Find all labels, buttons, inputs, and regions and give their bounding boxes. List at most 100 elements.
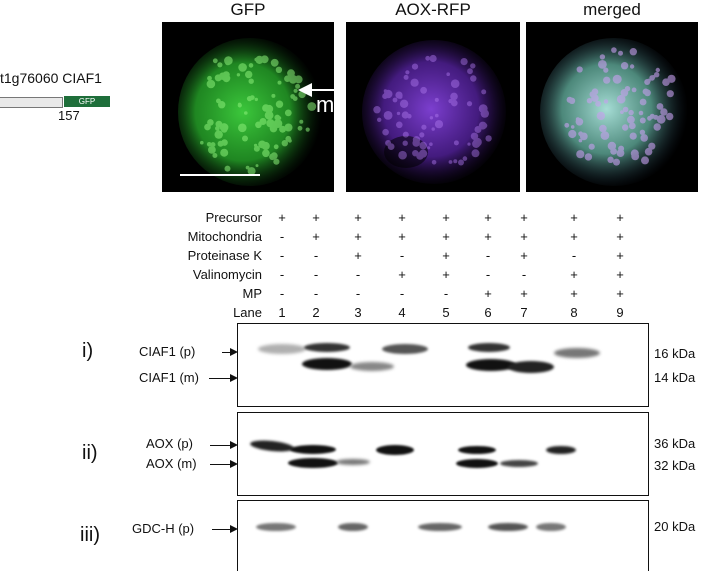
condition-mark: -	[313, 248, 319, 263]
ciaf1-mature-arrow	[209, 372, 238, 384]
band-l3-m	[350, 362, 394, 371]
band-l7-aox	[500, 460, 538, 467]
condition-mark: -	[313, 286, 319, 301]
lane-number: 8	[570, 305, 578, 320]
condition-mark: +	[616, 286, 624, 301]
condition-mark: +	[570, 229, 578, 244]
condition-mark: -	[399, 286, 405, 301]
band-l7-m	[508, 361, 554, 373]
aox-mature-arrow	[210, 458, 238, 470]
band-l4-p	[382, 344, 428, 354]
condition-mark: +	[616, 248, 624, 263]
condition-mark: +	[616, 267, 624, 282]
condition-mark: +	[484, 286, 492, 301]
ciaf1-precursor-label: CIAF1 (p)	[139, 344, 196, 359]
mitochondria-arrow-label: m	[316, 92, 335, 117]
condition-mark: -	[279, 286, 285, 301]
blot-iii-gdch	[237, 500, 649, 571]
kda-36: 36 kDa	[654, 436, 696, 451]
condition-mark: +	[520, 248, 528, 263]
condition-mark: +	[398, 210, 406, 225]
condition-mark: -	[355, 286, 361, 301]
condition-mark: -	[443, 286, 449, 301]
lane-number: 6	[484, 305, 492, 320]
condition-mark: -	[279, 229, 285, 244]
band-l6-gdch	[488, 523, 528, 531]
condition-mark: -	[279, 267, 285, 282]
gfp-cell-image	[178, 38, 322, 186]
band-l2-aox-p	[290, 445, 336, 454]
lane-number: 2	[312, 305, 320, 320]
band-l6-aox-p	[458, 446, 496, 454]
condition-mark: +	[442, 248, 450, 263]
ciaf1-mature-label: CIAF1 (m)	[139, 370, 199, 385]
condition-mark: -	[485, 248, 491, 263]
condition-mark: +	[520, 210, 528, 225]
condition-mark: +	[520, 229, 528, 244]
condition-label: Precursor	[205, 210, 262, 225]
aox-precursor-arrow	[210, 439, 238, 451]
merged-cell-image	[540, 38, 688, 186]
condition-mark: +	[570, 210, 578, 225]
aox-precursor-label: AOX (p)	[146, 436, 193, 451]
condition-mark: +	[570, 286, 578, 301]
band-l2-m	[302, 358, 352, 370]
condition-mark: -	[521, 267, 527, 282]
band-l2-aox-m	[288, 458, 338, 468]
gdch-precursor-arrow	[212, 523, 238, 535]
ciaf1-precursor-arrow	[222, 346, 238, 358]
condition-mark: -	[485, 267, 491, 282]
condition-mark: +	[442, 210, 450, 225]
band-l1-aox	[249, 438, 295, 454]
condition-mark: +	[398, 229, 406, 244]
construct-gfp-box: GFP	[64, 96, 110, 107]
lane-number: 4	[398, 305, 406, 320]
condition-mark: +	[354, 248, 362, 263]
condition-mark: +	[354, 229, 362, 244]
band-l3-aox	[336, 459, 370, 465]
condition-mark: +	[278, 210, 286, 225]
panel-title-aox-rfp: AOX-RFP	[395, 0, 471, 19]
band-l5-gdch	[418, 523, 462, 531]
microscopy-gfp-panel	[162, 22, 334, 192]
band-l2-p	[304, 343, 350, 352]
condition-mark: +	[398, 267, 406, 282]
lane-number: 3	[354, 305, 362, 320]
condition-label: Proteinase K	[187, 248, 262, 263]
microscopy-rfp-panel	[346, 22, 520, 192]
blot-iii-numeral: iii)	[80, 524, 100, 546]
lane-number: 5	[442, 305, 450, 320]
condition-mark: +	[616, 229, 624, 244]
condition-mark: +	[312, 229, 320, 244]
microscopy-merged-panel	[526, 22, 698, 192]
condition-mark: +	[312, 210, 320, 225]
construct-sequence-bar	[0, 97, 63, 108]
arrow-head	[298, 83, 312, 97]
kda-20: 20 kDa	[654, 519, 696, 534]
blot-i-ciaf1	[237, 323, 649, 407]
construct-gene-label: t1g76060 CIAF1	[0, 70, 102, 86]
panel-title-gfp: GFP	[230, 0, 266, 19]
mitochondria-arrow	[300, 89, 334, 91]
kda-14: 14 kDa	[654, 370, 696, 385]
lane-number: 1	[278, 305, 286, 320]
condition-label: MP	[242, 286, 263, 301]
blot-ii-numeral: ii)	[82, 442, 98, 464]
band-l6-aox-m	[456, 459, 498, 468]
condition-mark: +	[354, 210, 362, 225]
band-l8-aox	[546, 446, 576, 454]
construct-position-label: 157	[58, 108, 80, 123]
condition-mark: +	[442, 267, 450, 282]
lane-number: 7	[520, 305, 528, 320]
rfp-cell-image	[362, 40, 506, 184]
condition-mark: +	[570, 267, 578, 282]
band-l6-m	[466, 359, 516, 371]
band-l1-p	[258, 344, 306, 354]
condition-label: Mitochondria	[187, 229, 262, 244]
band-l3-gdch	[338, 523, 368, 531]
lane-number: 9	[616, 305, 624, 320]
band-l4-aox	[376, 445, 414, 455]
band-l6-p	[468, 343, 510, 352]
aox-mature-label: AOX (m)	[146, 456, 197, 471]
kda-32: 32 kDa	[654, 458, 696, 473]
